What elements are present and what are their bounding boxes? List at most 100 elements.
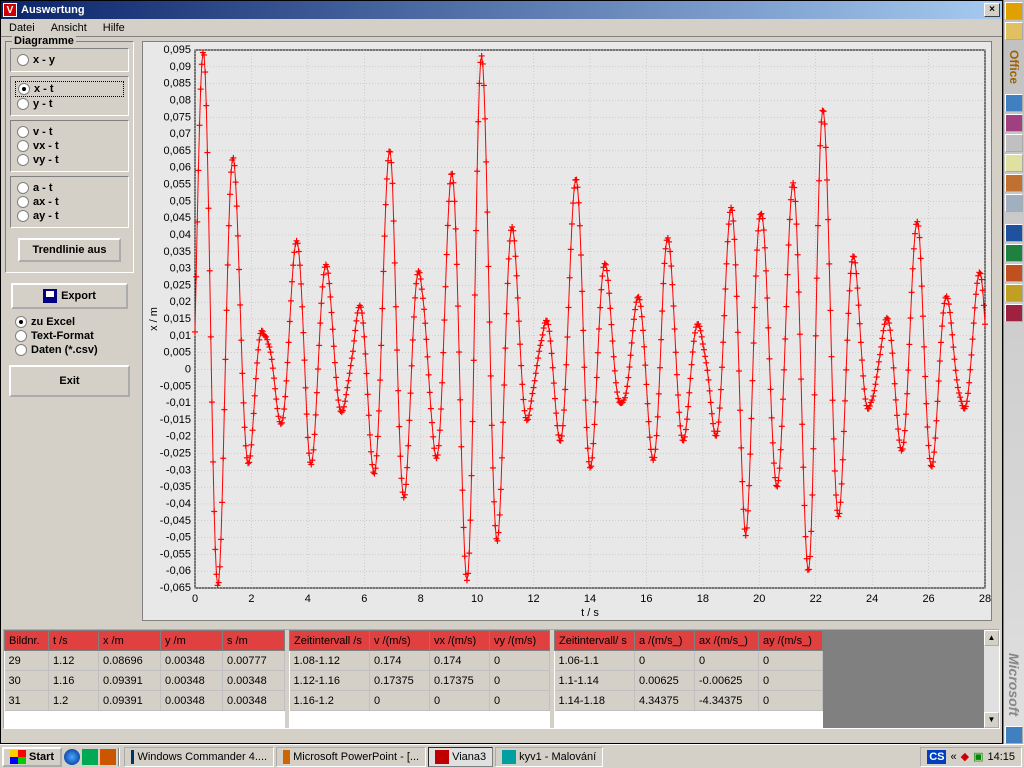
taskbar-item[interactable]: Viana3 [428, 747, 493, 767]
clock: 14:15 [987, 751, 1015, 763]
radio-vyt[interactable]: vy - t [15, 153, 124, 167]
svg-text:-0,055: -0,055 [160, 548, 191, 560]
word-icon[interactable] [1005, 224, 1023, 242]
table-scrollbar[interactable]: ▲ ▼ [983, 630, 999, 728]
save-icon [43, 289, 57, 303]
radio-yt[interactable]: y - t [15, 97, 124, 111]
taskbar-item[interactable]: kyv1 - Malování [495, 747, 603, 767]
radio-axt[interactable]: ax - t [15, 195, 124, 209]
svg-text:-0,045: -0,045 [160, 515, 191, 527]
radio-xt[interactable]: x - t [15, 81, 124, 97]
folder-icon[interactable] [1005, 22, 1023, 40]
svg-text:0,075: 0,075 [163, 111, 191, 123]
svg-text:6: 6 [361, 593, 367, 605]
table-row[interactable]: 1.14-1.184.34375-4.343750 [555, 691, 823, 711]
chart-area: -0,065-0,06-0,055-0,05-0,045-0,04-0,035-… [138, 37, 1002, 627]
tool-icon-3[interactable] [1005, 134, 1023, 152]
menu-view[interactable]: Ansicht [47, 20, 91, 36]
table-row[interactable]: 1.16-1.2000 [290, 691, 550, 711]
office-shortcut-bar: Office Microsoft [1003, 0, 1024, 744]
office-logo-icon[interactable] [1005, 2, 1023, 20]
svg-text:26: 26 [922, 593, 934, 605]
table-row[interactable]: 301.160.093910.003480.00348 [5, 671, 285, 691]
table-row[interactable]: 1.08-1.120.1740.1740 [290, 651, 550, 671]
ql-ie-icon[interactable] [64, 749, 80, 765]
exit-button[interactable]: Exit [9, 365, 130, 397]
export-button[interactable]: Export [11, 283, 128, 309]
start-button[interactable]: Start [2, 747, 62, 767]
svg-text:-0,01: -0,01 [166, 397, 191, 409]
svg-text:4: 4 [305, 593, 311, 605]
access-icon[interactable] [1005, 304, 1023, 322]
table-row[interactable]: 1.12-1.160.173750.173750 [290, 671, 550, 691]
tool-icon-6[interactable] [1005, 194, 1023, 212]
titlebar[interactable]: V Auswertung × [1, 1, 1002, 19]
ql-desktop-icon[interactable] [82, 749, 98, 765]
tool-icon-4[interactable] [1005, 154, 1023, 172]
svg-text:0: 0 [192, 593, 198, 605]
table-header: t /s [49, 631, 99, 651]
table-header: v /(m/s) [370, 631, 430, 651]
svg-text:-0,035: -0,035 [160, 481, 191, 493]
svg-text:0,085: 0,085 [163, 78, 191, 90]
taskbar: Start Windows Commander 4....Microsoft P… [0, 744, 1024, 768]
svg-text:0,035: 0,035 [163, 246, 191, 258]
svg-text:8: 8 [418, 593, 424, 605]
radio-text[interactable]: Text-Format [13, 329, 126, 343]
svg-text:0,015: 0,015 [163, 313, 191, 325]
svg-text:t / s: t / s [581, 607, 599, 619]
tool-icon-bottom[interactable] [1005, 726, 1023, 744]
svg-text:0,055: 0,055 [163, 179, 191, 191]
svg-text:0,045: 0,045 [163, 212, 191, 224]
menu-file[interactable]: Datei [5, 20, 39, 36]
tray-icon-2[interactable]: ◆ [961, 750, 969, 763]
radio-vxt[interactable]: vx - t [15, 139, 124, 153]
table-row[interactable]: 1.1-1.140.00625-0.006250 [555, 671, 823, 691]
lang-indicator[interactable]: CS [927, 750, 946, 764]
radio-csv[interactable]: Daten (*.csv) [13, 343, 126, 357]
tray-icon-3[interactable]: ▣ [973, 750, 983, 763]
scroll-down[interactable]: ▼ [984, 712, 999, 728]
scroll-up[interactable]: ▲ [984, 630, 999, 646]
table-header: Zeitintervall /s [290, 631, 370, 651]
svg-text:22: 22 [810, 593, 822, 605]
excel-icon[interactable] [1005, 244, 1023, 262]
svg-text:0,09: 0,09 [170, 61, 191, 73]
svg-text:-0,065: -0,065 [160, 582, 191, 594]
microsoft-label: Microsoft [1006, 653, 1022, 716]
radio-vt[interactable]: v - t [15, 125, 124, 139]
radio-excel[interactable]: zu Excel [13, 315, 126, 329]
table-row[interactable]: 311.20.093910.003480.00348 [5, 691, 285, 711]
tray-icon-1[interactable]: « [950, 751, 956, 763]
menu-help[interactable]: Hilfe [99, 20, 129, 36]
taskbar-item[interactable]: Windows Commander 4.... [124, 747, 274, 767]
tool-icon-2[interactable] [1005, 114, 1023, 132]
close-button[interactable]: × [984, 3, 1000, 17]
svg-text:-0,005: -0,005 [160, 380, 191, 392]
svg-text:-0,02: -0,02 [166, 431, 191, 443]
svg-text:0,095: 0,095 [163, 44, 191, 56]
tool-icon-5[interactable] [1005, 174, 1023, 192]
table-row[interactable]: 291.120.086960.003480.00777 [5, 651, 285, 671]
trendline-button[interactable]: Trendlinie aus [18, 238, 121, 262]
tool-icon-1[interactable] [1005, 94, 1023, 112]
table-header: ax /(m/s_) [695, 631, 759, 651]
table-header: y /m [161, 631, 223, 651]
radio-xy[interactable]: x - y [15, 53, 124, 67]
table-header: a /(m/s_) [635, 631, 695, 651]
svg-text:0,07: 0,07 [170, 128, 191, 140]
svg-text:0,02: 0,02 [170, 296, 191, 308]
svg-text:28: 28 [979, 593, 991, 605]
table-header: vy /(m/s) [490, 631, 550, 651]
table-row[interactable]: 1.06-1.1000 [555, 651, 823, 671]
app-icon [502, 750, 516, 764]
radio-at[interactable]: a - t [15, 181, 124, 195]
svg-text:18: 18 [697, 593, 709, 605]
powerpoint-icon[interactable] [1005, 264, 1023, 282]
radio-ayt[interactable]: ay - t [15, 209, 124, 223]
svg-text:0,06: 0,06 [170, 162, 191, 174]
app-icon [131, 750, 134, 764]
taskbar-item[interactable]: Microsoft PowerPoint - [... [276, 747, 426, 767]
ql-oe-icon[interactable] [100, 749, 116, 765]
outlook-icon[interactable] [1005, 284, 1023, 302]
